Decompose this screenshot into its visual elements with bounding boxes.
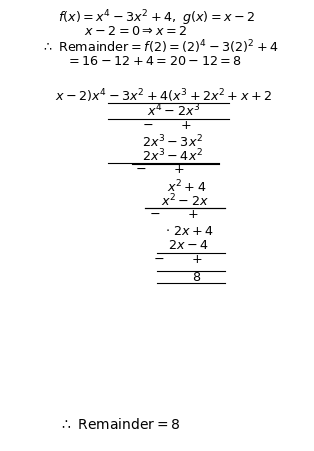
Text: $\therefore\ \mathrm{Remainder} = f(2) = (2)^4 - 3(2)^2 + 4$: $\therefore\ \mathrm{Remainder} = f(2) =… bbox=[41, 38, 279, 56]
Text: $2x - 4$: $2x - 4$ bbox=[168, 238, 208, 251]
Text: $x - 2 = 0 \Rightarrow x = 2$: $x - 2 = 0 \Rightarrow x = 2$ bbox=[84, 25, 187, 38]
Text: $f(x) = x^4 - 3x^2 + 4,\ g(x) = x - 2$: $f(x) = x^4 - 3x^2 + 4,\ g(x) = x - 2$ bbox=[58, 9, 256, 28]
Text: $2x^3 - 3x^2$: $2x^3 - 3x^2$ bbox=[142, 133, 203, 150]
Text: $2x^3 - 4x^2$: $2x^3 - 4x^2$ bbox=[142, 147, 203, 164]
Text: $x^2 - 2x$: $x^2 - 2x$ bbox=[161, 192, 209, 208]
Text: $\cdot\ 2x + 4$: $\cdot\ 2x + 4$ bbox=[165, 224, 214, 237]
Text: $-\qquad +$: $-\qquad +$ bbox=[149, 207, 199, 221]
Text: $= 16 - 12 + 4 = 20 - 12 = 8$: $= 16 - 12 + 4 = 20 - 12 = 8$ bbox=[66, 55, 242, 68]
Text: $-\qquad +$: $-\qquad +$ bbox=[135, 163, 184, 176]
Text: $8$: $8$ bbox=[192, 270, 202, 283]
Text: $-\qquad +$: $-\qquad +$ bbox=[142, 118, 191, 131]
Text: $x^4 - 2x^3$: $x^4 - 2x^3$ bbox=[147, 103, 201, 120]
Text: $\therefore\ \mathrm{Remainder} = 8$: $\therefore\ \mathrm{Remainder} = 8$ bbox=[59, 416, 181, 431]
Text: $x - 2)x^4 - 3x^2 + 4(x^3 + 2x^2 + x + 2$: $x - 2)x^4 - 3x^2 + 4(x^3 + 2x^2 + x + 2… bbox=[55, 87, 272, 105]
Text: $x^2 + 4$: $x^2 + 4$ bbox=[167, 178, 206, 194]
Text: $-\qquad +$: $-\qquad +$ bbox=[153, 252, 203, 265]
